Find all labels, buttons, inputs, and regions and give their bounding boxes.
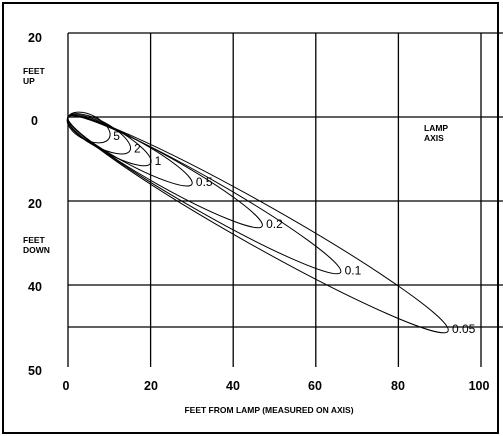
y-label-up-line2: UP [23, 76, 35, 86]
x-tick-40: 40 [226, 379, 240, 393]
x-tick-100: 100 [469, 379, 490, 393]
contour-5 [66, 111, 111, 144]
x-tick-0: 0 [63, 379, 70, 393]
x-tick-60: 60 [308, 379, 322, 393]
lamp-axis-label: LAMP AXIS [424, 123, 450, 143]
x-axis-label: FEET FROM LAMP (MEASURED ON AXIS) [184, 405, 353, 415]
contour-label-2: 2 [134, 142, 141, 156]
y-label-down: FEET DOWN [23, 235, 50, 255]
contour-0-1 [67, 115, 342, 275]
x-tick-80: 80 [391, 379, 405, 393]
chart-frame [2, 2, 499, 434]
y-label-down-line1: FEET [23, 235, 46, 245]
y-tick-top: 20 [28, 31, 42, 45]
y-label-up-line1: FEET [23, 66, 46, 76]
contour-label-0-1: 0.1 [345, 263, 362, 277]
x-tick-20: 20 [144, 379, 158, 393]
contour-0-2 [67, 115, 263, 229]
contour-label-1: 1 [155, 154, 162, 168]
contour-label-0-5: 0.5 [196, 175, 213, 189]
chart-labels: 20 0 20 40 50 FEET UP FEET DOWN LAMP AXI… [23, 31, 489, 415]
y-label-down-line2: DOWN [23, 245, 50, 255]
contour-lines: 0.05 0.1 0.2 0.5 125 [66, 111, 476, 336]
lamp-axis-line2: AXIS [424, 133, 444, 143]
contour-label-0-2: 0.2 [266, 217, 283, 231]
y-label-up: FEET UP [23, 66, 47, 86]
y-tick-zero: 0 [31, 114, 38, 128]
contour-label-0-05: 0.05 [452, 322, 476, 336]
chart-grid [67, 32, 503, 367]
y-tick-down-50: 50 [28, 364, 42, 378]
contour-label-5: 5 [113, 129, 120, 143]
y-tick-down-40: 40 [28, 280, 42, 294]
lamp-axis-line1: LAMP [424, 123, 448, 133]
y-tick-down-20: 20 [28, 197, 42, 211]
